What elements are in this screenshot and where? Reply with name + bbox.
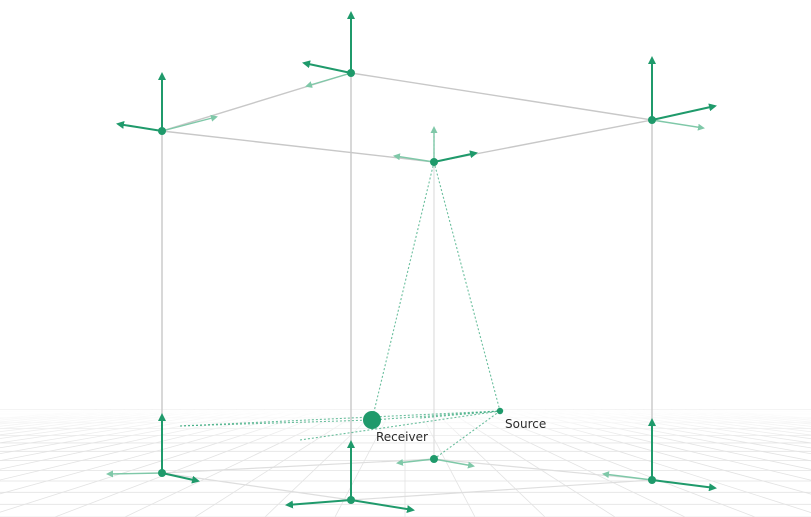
node-bottom-right bbox=[602, 418, 717, 492]
array-nodes bbox=[158, 69, 656, 504]
node-bottom-left bbox=[106, 413, 200, 484]
node-top-front bbox=[393, 126, 478, 163]
receiver-dot bbox=[363, 411, 381, 429]
node-top-right bbox=[648, 56, 717, 131]
node-bottom-front bbox=[285, 440, 415, 513]
receiver-label: Receiver bbox=[376, 430, 428, 444]
sound-rays bbox=[179, 128, 501, 460]
source-dot bbox=[496, 407, 504, 415]
source-label: Source bbox=[505, 417, 546, 431]
node-bottom-back bbox=[396, 458, 475, 469]
node-top-back-center bbox=[302, 11, 355, 88]
top-frame bbox=[161, 72, 653, 163]
node-top-back-left bbox=[116, 72, 218, 132]
